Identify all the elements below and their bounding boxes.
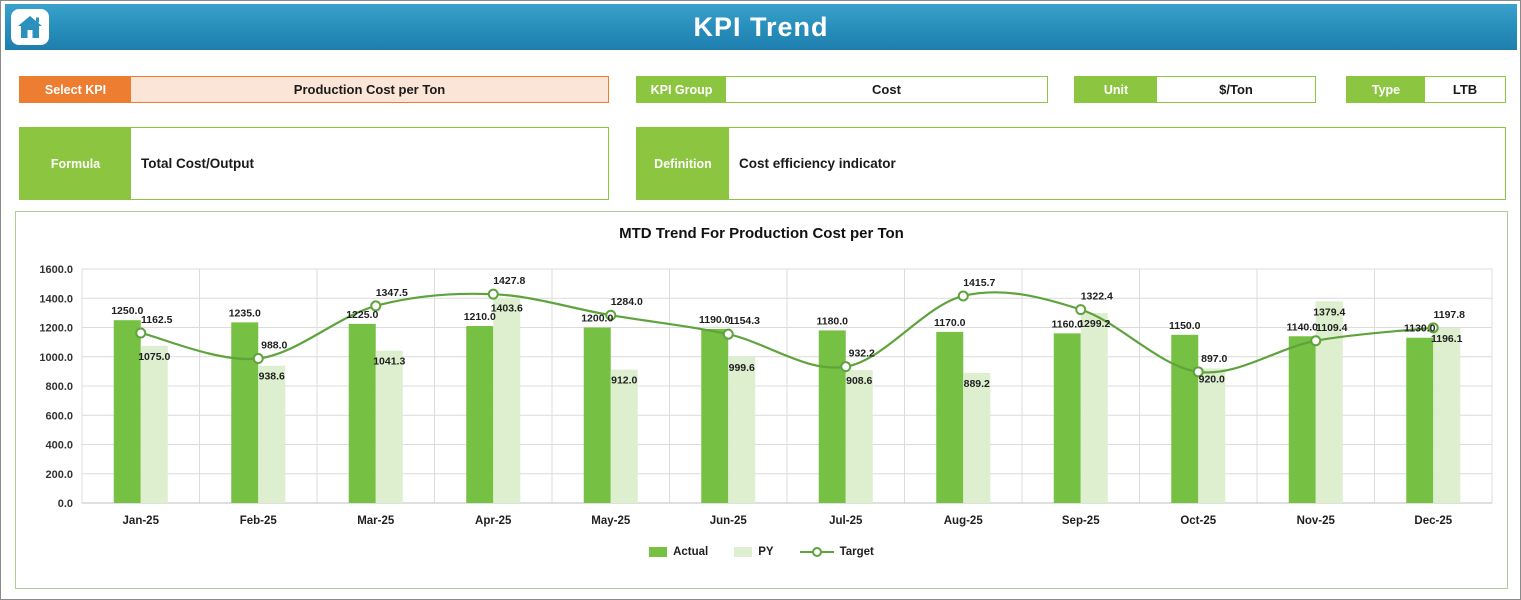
svg-text:1415.7: 1415.7 (963, 277, 995, 289)
svg-text:1170.0: 1170.0 (934, 317, 966, 329)
svg-text:Sep-25: Sep-25 (1062, 515, 1100, 527)
svg-text:Aug-25: Aug-25 (944, 515, 984, 527)
svg-text:1347.5: 1347.5 (376, 287, 408, 299)
svg-text:Jul-25: Jul-25 (829, 515, 863, 527)
svg-text:May-25: May-25 (591, 515, 631, 527)
home-icon-glyph (18, 16, 42, 38)
chart-panel: MTD Trend For Production Cost per Ton 0.… (15, 211, 1508, 589)
legend-label-py: PY (758, 546, 774, 558)
svg-text:Dec-25: Dec-25 (1414, 515, 1452, 527)
svg-text:Nov-25: Nov-25 (1297, 515, 1336, 527)
formula-value: Total Cost/Output (131, 128, 608, 199)
legend-label-target: Target (839, 546, 874, 558)
svg-text:200.0: 200.0 (45, 469, 73, 481)
svg-text:1160.0: 1160.0 (1051, 318, 1083, 330)
svg-text:1284.0: 1284.0 (611, 296, 643, 308)
svg-text:1180.0: 1180.0 (816, 315, 848, 327)
actual-series-swatch (649, 547, 668, 557)
svg-text:1196.1: 1196.1 (1431, 333, 1463, 345)
svg-text:1299.2: 1299.2 (1078, 318, 1110, 330)
svg-text:Feb-25: Feb-25 (240, 515, 278, 527)
select-kpi-box: Select KPI Production Cost per Ton (19, 76, 609, 103)
svg-text:920.0: 920.0 (1199, 373, 1225, 385)
kpi-group-box: KPI Group Cost (636, 76, 1048, 103)
select-kpi-value[interactable]: Production Cost per Ton (131, 77, 608, 102)
select-kpi-label: Select KPI (20, 77, 131, 102)
svg-text:1041.3: 1041.3 (373, 356, 405, 368)
home-icon[interactable] (11, 9, 49, 45)
kpi-trend-chart: 0.0 200.0 400.0 600.0 800.0 1000.0 1200.0 1400.… (39, 264, 1493, 527)
svg-text:932.2: 932.2 (849, 348, 875, 360)
type-label: Type (1347, 77, 1425, 102)
svg-text:912.0: 912.0 (611, 375, 637, 387)
legend-item-target: Target (799, 546, 874, 558)
svg-text:1140.0: 1140.0 (1286, 321, 1318, 333)
svg-text:0.0: 0.0 (58, 498, 73, 510)
legend-item-actual: Actual (649, 546, 708, 558)
unit-label: Unit (1075, 77, 1157, 102)
header-banner: KPI Trend (5, 4, 1517, 50)
svg-text:1210.0: 1210.0 (464, 311, 496, 323)
chart-title: MTD Trend For Production Cost per Ton (619, 225, 904, 242)
py-series-swatch (734, 547, 753, 557)
svg-text:Oct-25: Oct-25 (1180, 515, 1216, 527)
svg-text:1379.4: 1379.4 (1313, 306, 1345, 318)
page-title: KPI Trend (693, 11, 829, 42)
chart-legend: Actual PY Target (16, 546, 1507, 558)
svg-text:988.0: 988.0 (261, 340, 287, 352)
svg-text:1200.0: 1200.0 (581, 313, 613, 325)
unit-box: Unit $/Ton (1074, 76, 1316, 103)
definition-box: Definition Cost efficiency indicator (636, 127, 1506, 200)
svg-text:889.2: 889.2 (964, 378, 990, 390)
svg-text:Jan-25: Jan-25 (123, 515, 160, 527)
svg-text:1600.0: 1600.0 (39, 264, 73, 276)
svg-text:1322.4: 1322.4 (1081, 291, 1113, 303)
type-box: Type LTB (1346, 76, 1506, 103)
svg-text:1200.0: 1200.0 (39, 323, 73, 335)
formula-label: Formula (20, 128, 131, 199)
svg-text:1250.0: 1250.0 (111, 305, 143, 317)
svg-text:Mar-25: Mar-25 (357, 515, 395, 527)
svg-text:1197.8: 1197.8 (1433, 309, 1465, 321)
kpi-group-label: KPI Group (637, 77, 726, 102)
svg-text:1130.0: 1130.0 (1404, 323, 1436, 335)
svg-text:1190.0: 1190.0 (699, 314, 731, 326)
svg-text:938.6: 938.6 (259, 371, 285, 383)
svg-text:1235.0: 1235.0 (229, 307, 261, 319)
kpi-group-value: Cost (726, 77, 1047, 102)
svg-text:999.6: 999.6 (729, 362, 755, 374)
svg-text:1150.0: 1150.0 (1169, 320, 1201, 332)
svg-text:1109.4: 1109.4 (1316, 322, 1348, 334)
svg-text:1075.0: 1075.0 (138, 351, 170, 363)
definition-value: Cost efficiency indicator (729, 128, 1505, 199)
svg-text:Jun-25: Jun-25 (710, 515, 748, 527)
svg-text:600.0: 600.0 (45, 410, 73, 422)
svg-text:1000.0: 1000.0 (39, 352, 73, 364)
unit-value: $/Ton (1157, 77, 1315, 102)
svg-text:800.0: 800.0 (45, 381, 73, 393)
formula-box: Formula Total Cost/Output (19, 127, 609, 200)
legend-label-actual: Actual (673, 546, 709, 558)
svg-text:1162.5: 1162.5 (141, 314, 173, 326)
svg-text:908.6: 908.6 (846, 375, 872, 387)
svg-text:1403.6: 1403.6 (491, 303, 523, 315)
svg-text:1427.8: 1427.8 (493, 275, 525, 287)
svg-text:400.0: 400.0 (45, 440, 73, 452)
svg-text:Apr-25: Apr-25 (475, 515, 512, 527)
definition-label: Definition (637, 128, 729, 199)
legend-item-py: PY (734, 546, 774, 558)
svg-text:1400.0: 1400.0 (39, 293, 73, 305)
target-series-swatch (799, 547, 834, 557)
svg-text:1225.0: 1225.0 (346, 309, 378, 321)
type-value: LTB (1425, 77, 1505, 102)
svg-text:897.0: 897.0 (1201, 353, 1227, 365)
svg-text:1154.3: 1154.3 (728, 315, 760, 327)
